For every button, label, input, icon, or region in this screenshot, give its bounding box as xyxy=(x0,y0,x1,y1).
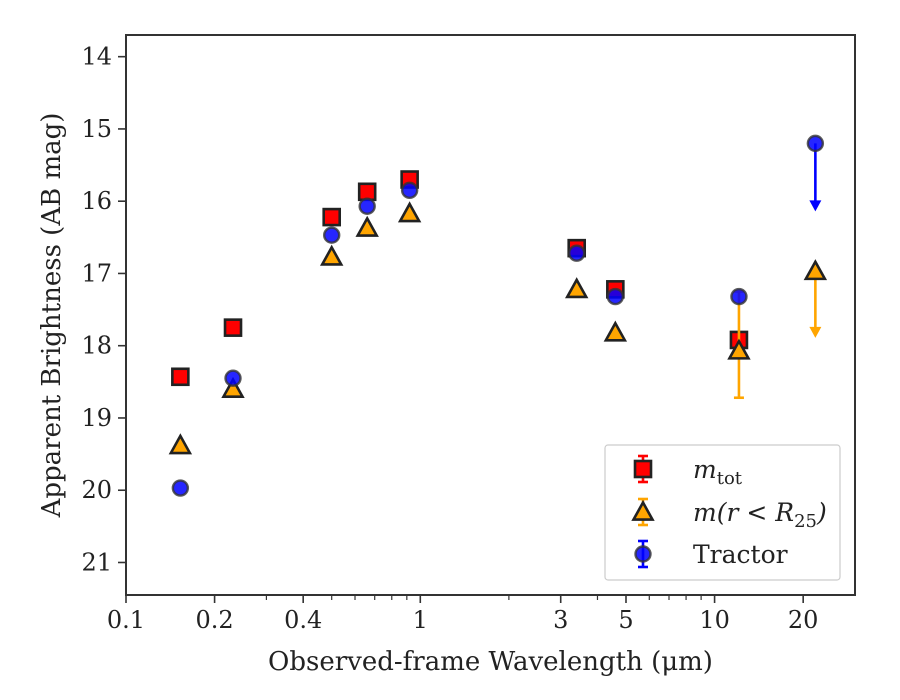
tractor-point xyxy=(400,181,419,200)
legend-item-m-r-r-25: m(r < R25) xyxy=(631,497,827,532)
m-r-r-25-point xyxy=(564,277,589,299)
m-r-r-25-point xyxy=(803,259,828,281)
tractor-limit-arrow-head xyxy=(809,200,822,212)
m-tot-point xyxy=(223,318,243,337)
series-m-tot xyxy=(171,170,749,387)
x-tick-label: 0.2 xyxy=(196,606,234,634)
m-r-r-25-point xyxy=(319,244,344,266)
y-axis-label: Apparent Brightness (AB mag) xyxy=(37,113,67,519)
legend-marker xyxy=(631,499,655,521)
legend-item-m-tot: mtot xyxy=(633,454,743,489)
legend-label: Tractor xyxy=(693,540,788,569)
legend: mtot m(r < R25) Tractor xyxy=(604,444,841,581)
plot-frame xyxy=(125,34,856,596)
x-tick-label: 3 xyxy=(553,606,568,634)
legend-label: mtot xyxy=(693,455,743,489)
m-tot-point xyxy=(322,207,342,227)
series-tractor xyxy=(171,134,825,497)
x-tick-label: 0.4 xyxy=(284,606,322,634)
m-tot-point xyxy=(171,367,190,387)
x-tick-label: 10 xyxy=(699,606,730,634)
m-r-r-25-point xyxy=(603,320,628,342)
tractor-point xyxy=(730,287,748,306)
legend-marker xyxy=(634,545,652,563)
m-r-r-25-point xyxy=(355,215,379,237)
y-tick-label: 20 xyxy=(81,476,112,504)
x-tick-label: 0.1 xyxy=(107,606,145,634)
tractor-point xyxy=(806,134,825,153)
tractor-point xyxy=(224,369,242,387)
tractor-point xyxy=(323,226,341,244)
y-tick-label: 21 xyxy=(81,548,112,576)
tractor-point xyxy=(606,287,625,306)
legend-box xyxy=(604,444,841,581)
x-tick-label: 5 xyxy=(618,606,633,634)
m-r-r-25-point xyxy=(168,433,193,455)
m-tot-point xyxy=(357,182,377,202)
y-tick-label: 18 xyxy=(81,332,112,360)
y-tick-label: 17 xyxy=(81,259,112,287)
plot-layer xyxy=(168,134,828,497)
y-tick-label: 14 xyxy=(81,43,112,71)
y-tick-label: 16 xyxy=(81,187,112,215)
legend-marker xyxy=(633,459,653,479)
series-m-r-r-25 xyxy=(168,201,828,455)
legend-item-tractor: Tractor xyxy=(634,539,788,569)
x-tick-label: 1 xyxy=(413,606,428,634)
x-tick-label: 20 xyxy=(788,606,819,634)
x-axis-label: Observed-frame Wavelength (μm) xyxy=(268,647,713,677)
m-r-r-25-point xyxy=(221,376,245,398)
ticks-layer: 0.1 0.2 0.4 1 3 5 10 20 14 15 16 17 18 19 20 21 xyxy=(81,43,818,634)
tractor-point xyxy=(568,244,586,262)
m-r-r-25-point xyxy=(727,338,751,360)
y-tick-label: 15 xyxy=(81,115,112,143)
y-tick-label: 19 xyxy=(81,404,112,432)
tractor-point xyxy=(171,479,190,497)
tractor-point xyxy=(358,197,376,215)
legend-items: mtot m(r < R25) Tractor xyxy=(631,454,827,569)
m-r-r-25-limit-arrow-head xyxy=(809,326,822,338)
legend-label: m(r < R25) xyxy=(693,498,827,532)
m-r-r-25-point xyxy=(397,201,422,223)
